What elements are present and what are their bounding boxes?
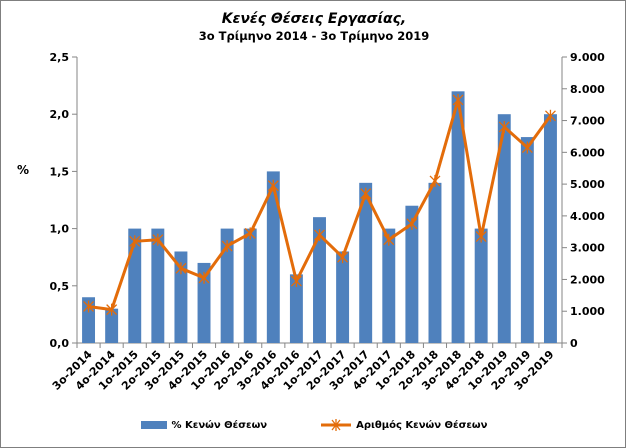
bar xyxy=(289,274,303,343)
line-point xyxy=(337,251,349,264)
right-tick-label: 3.000 xyxy=(570,242,605,255)
left-tick-label: 1,5 xyxy=(50,165,70,178)
right-tick-label: 5.000 xyxy=(570,178,605,191)
line-point xyxy=(452,93,464,106)
line-point xyxy=(129,235,141,248)
bar xyxy=(428,182,442,343)
bar xyxy=(151,228,165,343)
line-point xyxy=(314,228,325,241)
line-point xyxy=(475,230,487,243)
line-point xyxy=(521,141,533,154)
line-point xyxy=(152,233,164,246)
bar xyxy=(128,228,142,343)
right-tick-label: 2.000 xyxy=(570,273,605,286)
chart-title: Κενές Θέσεις Εργασίας, 3ο Τρίμηνο 2014 -… xyxy=(1,11,625,44)
legend-label-line: Αριθμός Κενών Θέσεων xyxy=(356,419,488,431)
line-point xyxy=(106,303,118,316)
legend-line-swatch xyxy=(321,419,352,431)
bar xyxy=(105,308,119,343)
line-point xyxy=(360,187,372,200)
y-axis-label: % xyxy=(17,163,29,177)
left-tick-label: 1,0 xyxy=(50,223,70,236)
legend-label-bars: % Κενών Θέσεων xyxy=(171,419,268,431)
line-point xyxy=(290,275,302,288)
line-point xyxy=(83,300,95,313)
bar xyxy=(313,217,326,343)
left-tick-label: 0,5 xyxy=(50,280,70,293)
legend-item-bars: % Κενών Θέσεων xyxy=(140,419,268,431)
chart-title-line1: Κενές Θέσεις Εργασίας, xyxy=(221,11,407,27)
chart-legend: % Κενών Θέσεων Αριθμός Κενών Θέσεων xyxy=(1,419,625,431)
line-point xyxy=(544,109,556,122)
right-tick-label: 1.000 xyxy=(570,305,605,318)
bar xyxy=(266,171,280,343)
bar xyxy=(243,228,257,343)
bar xyxy=(220,228,234,343)
chart-subtitle: 3ο Τρίμηνο 2014 - 3ο Τρίμηνο 2019 xyxy=(198,29,430,43)
right-tick-label: 6.000 xyxy=(570,146,605,159)
left-tick-label: 0,0 xyxy=(50,337,70,350)
right-tick-label: 4.000 xyxy=(570,210,605,223)
left-tick-label: 2,5 xyxy=(50,51,70,64)
line-point xyxy=(267,179,279,192)
line-point xyxy=(429,174,441,187)
line-point xyxy=(406,217,418,230)
right-tick-label: 8.000 xyxy=(570,83,605,96)
right-tick-label: 9.000 xyxy=(570,51,605,64)
bar xyxy=(174,251,188,343)
bar xyxy=(197,262,211,343)
line-point xyxy=(244,227,256,240)
line-point xyxy=(175,262,187,275)
line-point xyxy=(198,271,210,284)
bar xyxy=(405,205,419,343)
legend-item-line: Αριθμός Κενών Θέσεων xyxy=(321,419,487,431)
bar xyxy=(451,91,465,343)
line-point xyxy=(383,233,395,246)
legend-bar-swatch xyxy=(140,421,167,429)
bar xyxy=(82,297,96,343)
bar xyxy=(359,182,373,343)
bar xyxy=(382,228,396,343)
right-tick-label: 0 xyxy=(570,337,578,350)
bar xyxy=(543,114,557,343)
bar xyxy=(520,137,534,343)
right-tick-label: 7.000 xyxy=(570,115,605,128)
bar xyxy=(497,114,511,343)
line-point xyxy=(221,240,233,253)
bar xyxy=(336,251,350,343)
line-point xyxy=(498,120,510,133)
bar xyxy=(474,228,488,343)
left-tick-label: 2,0 xyxy=(50,108,70,121)
